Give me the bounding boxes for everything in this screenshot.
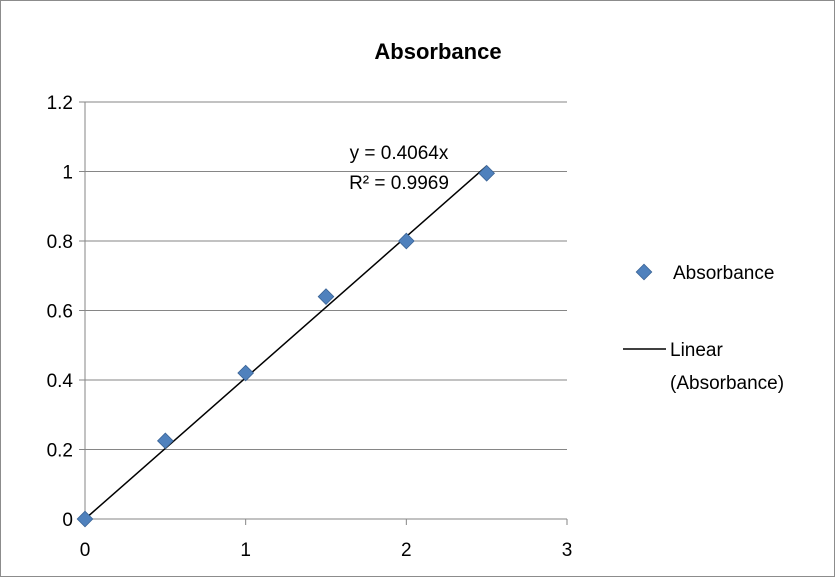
data-point: [478, 164, 496, 182]
x-tick-label: 0: [80, 540, 91, 561]
trendline-annotation: y = 0.4064x R² = 0.9969: [349, 143, 449, 194]
legend-label-linear-line2: (Absorbance): [670, 373, 784, 394]
x-tick-label: 2: [401, 540, 412, 561]
tick-labels: 0 0.2 0.4 0.6 0.8 1 1.2 0 1 2 3: [47, 93, 573, 561]
trendline-layer: [84, 165, 488, 520]
y-tick-label: 0.8: [47, 232, 73, 253]
y-tick-label: 0: [62, 510, 73, 531]
legend-label-linear-line1: Linear: [670, 340, 723, 361]
x-tick-label: 1: [240, 540, 251, 561]
trendline-equation: y = 0.4064x: [350, 143, 449, 164]
y-tick-label: 0.2: [47, 441, 73, 462]
chart-title: Absorbance: [374, 39, 501, 64]
y-tick-label: 0.6: [47, 302, 73, 323]
legend: Absorbance Linear (Absorbance): [623, 263, 784, 394]
trendline-r-squared: R² = 0.9969: [349, 173, 449, 194]
y-tick-label: 1: [62, 163, 73, 184]
data-points: [76, 164, 496, 528]
trendline: [84, 165, 488, 520]
legend-marker-absorbance: [635, 263, 653, 281]
data-point: [76, 510, 94, 528]
data-point: [397, 232, 415, 250]
legend-label-absorbance: Absorbance: [673, 263, 774, 284]
x-tick-label: 3: [562, 540, 573, 561]
data-point: [237, 364, 255, 382]
y-tick-label: 1.2: [47, 93, 73, 114]
data-point: [156, 432, 174, 450]
axes: [84, 102, 568, 525]
data-point: [317, 288, 335, 305]
y-tick-label: 0.4: [47, 371, 74, 392]
